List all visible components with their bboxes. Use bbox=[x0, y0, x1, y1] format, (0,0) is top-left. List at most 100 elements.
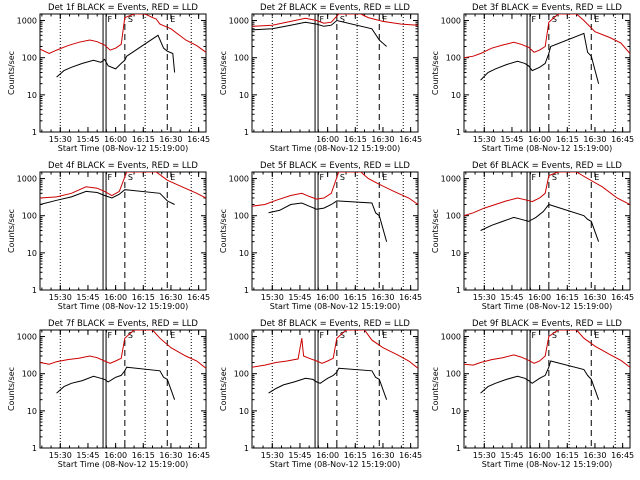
marker-label-f: F bbox=[320, 15, 325, 24]
y-axis-label: Counts/sec bbox=[7, 51, 16, 95]
x-tick-label: 16:15 bbox=[556, 451, 579, 460]
x-tick-label: 16:30 bbox=[159, 135, 182, 144]
y-tick-label: 1000 bbox=[17, 175, 37, 184]
x-tick-label: 15:30 bbox=[473, 451, 496, 460]
x-tick-label: 16:45 bbox=[399, 451, 422, 460]
panel-6: Det 6f BLACK = Events, RED = LLD 1 10 100 10… bbox=[431, 161, 634, 311]
x-tick-label: 16:15 bbox=[556, 135, 579, 144]
y-tick-label: 10 bbox=[239, 407, 249, 416]
panel-title: Det 8f BLACK = Events, RED = LLD bbox=[260, 319, 410, 329]
y-tick-label: 1000 bbox=[229, 175, 249, 184]
x-tick-label: 16:00 bbox=[316, 451, 339, 460]
x-tick-label: 16:00 bbox=[316, 293, 339, 302]
panel-9: Det 9f BLACK = Events, RED = LLD 1 10 100 10… bbox=[431, 319, 634, 469]
y-tick-label: 1000 bbox=[441, 17, 461, 26]
x-tick-label: 16:00 bbox=[528, 293, 551, 302]
x-tick-label: 15:30 bbox=[473, 135, 496, 144]
marker-label-f: F bbox=[320, 173, 325, 182]
marker-label-s: S bbox=[340, 331, 345, 340]
plot-frame bbox=[463, 13, 631, 133]
series-events-line bbox=[56, 366, 176, 400]
series-lld-line bbox=[252, 172, 418, 207]
marker-label-f: F bbox=[532, 15, 537, 24]
x-tick-label: 16:45 bbox=[611, 451, 634, 460]
panel-title: Det 1f BLACK = Events, RED = LLD bbox=[48, 3, 198, 13]
marker-label-s: S bbox=[128, 15, 133, 24]
series-events-line bbox=[268, 367, 388, 400]
x-tick-label: 16:15 bbox=[132, 451, 155, 460]
x-tick-label: 16:15 bbox=[344, 451, 367, 460]
x-tick-label: 15:45 bbox=[500, 135, 523, 144]
y-tick-label: 100 bbox=[22, 212, 37, 221]
series-lld-line bbox=[40, 330, 206, 369]
marker-label-s: S bbox=[552, 15, 557, 24]
x-tick-label: 15:30 bbox=[49, 135, 72, 144]
x-tick-label: 16:30 bbox=[583, 451, 606, 460]
marker-label-s: S bbox=[552, 173, 557, 182]
panel-title: Det 3f BLACK = Events, RED = LLD bbox=[472, 3, 622, 13]
series-events-line bbox=[252, 19, 387, 47]
x-tick-label: 15:30 bbox=[473, 293, 496, 302]
x-tick-label: 16:00 bbox=[528, 135, 551, 144]
marker-label-e: E bbox=[594, 15, 599, 24]
y-axis-label: Counts/sec bbox=[219, 367, 228, 411]
x-tick-label: 15:45 bbox=[288, 451, 311, 460]
panel-4: Det 4f BLACK = Events, RED = LLD 1 10 100 10… bbox=[7, 161, 210, 311]
x-tick-label: 15:30 bbox=[261, 451, 284, 460]
y-axis-label: Counts/sec bbox=[431, 209, 440, 253]
y-tick-label: 1000 bbox=[17, 17, 37, 26]
y-tick-label: 10 bbox=[451, 91, 461, 100]
x-tick-label: 16:30 bbox=[583, 293, 606, 302]
series-lld-line bbox=[252, 330, 418, 369]
y-tick-label: 1 bbox=[456, 444, 461, 453]
panel-title: Det 4f BLACK = Events, RED = LLD bbox=[48, 161, 198, 171]
marker-label-s: S bbox=[128, 331, 133, 340]
series-events-line bbox=[480, 360, 600, 400]
marker-label-e: E bbox=[382, 173, 387, 182]
marker-label-f: F bbox=[108, 173, 113, 182]
x-tick-label: 16:00 bbox=[104, 135, 127, 144]
plot-frame bbox=[39, 13, 207, 133]
x-tick-label: 15:45 bbox=[500, 451, 523, 460]
x-axis-label: Start Time (08-Nov-12 15:19:00) bbox=[482, 144, 612, 153]
y-tick-label: 1 bbox=[244, 128, 249, 137]
x-tick-label: 15:30 bbox=[49, 451, 72, 460]
plot-frame bbox=[39, 171, 207, 291]
y-tick-label: 10 bbox=[27, 91, 37, 100]
x-axis-label: Start Time (08-Nov-12 15:19:00) bbox=[58, 144, 188, 153]
x-tick-label: 15:30 bbox=[261, 293, 284, 302]
marker-label-s: S bbox=[340, 15, 345, 24]
marker-label-e: E bbox=[382, 15, 387, 24]
x-tick-label: 16:30 bbox=[371, 135, 394, 144]
y-tick-label: 1 bbox=[244, 444, 249, 453]
y-tick-label: 1 bbox=[32, 444, 37, 453]
y-axis-label: Counts/sec bbox=[431, 367, 440, 411]
series-events-line bbox=[268, 200, 388, 242]
y-tick-label: 100 bbox=[234, 370, 249, 379]
panel-5: Det 5f BLACK = Events, RED = LLD 1 10 100 10… bbox=[219, 161, 422, 311]
x-tick-label: 16:00 bbox=[104, 451, 127, 460]
marker-label-f: F bbox=[320, 331, 325, 340]
marker-label-f: F bbox=[532, 331, 537, 340]
panel-title: Det 5f BLACK = Events, RED = LLD bbox=[260, 161, 410, 171]
panel-title: Det 2f BLACK = Events, RED = LLD bbox=[260, 3, 410, 13]
y-tick-label: 100 bbox=[22, 54, 37, 63]
x-tick-label: 15:45 bbox=[500, 293, 523, 302]
x-tick-label: 16:45 bbox=[187, 135, 210, 144]
y-tick-label: 100 bbox=[22, 370, 37, 379]
x-tick-label: 16:30 bbox=[583, 135, 606, 144]
x-tick-label: 16:45 bbox=[187, 451, 210, 460]
plot-frame bbox=[251, 329, 419, 449]
marker-label-e: E bbox=[170, 331, 175, 340]
y-axis-label: Counts/sec bbox=[431, 51, 440, 95]
panel-title: Det 6f BLACK = Events, RED = LLD bbox=[472, 161, 622, 171]
y-tick-label: 10 bbox=[239, 249, 249, 258]
y-axis-label: Counts/sec bbox=[219, 51, 228, 95]
series-events-line bbox=[56, 34, 176, 78]
x-axis-label: Start Time (08-Nov-12 15:19:00) bbox=[58, 302, 188, 311]
x-tick-label: 16:15 bbox=[132, 293, 155, 302]
panel-title: Det 7f BLACK = Events, RED = LLD bbox=[48, 319, 198, 329]
x-tick-label: 16:15 bbox=[344, 135, 367, 144]
y-tick-label: 10 bbox=[239, 91, 249, 100]
